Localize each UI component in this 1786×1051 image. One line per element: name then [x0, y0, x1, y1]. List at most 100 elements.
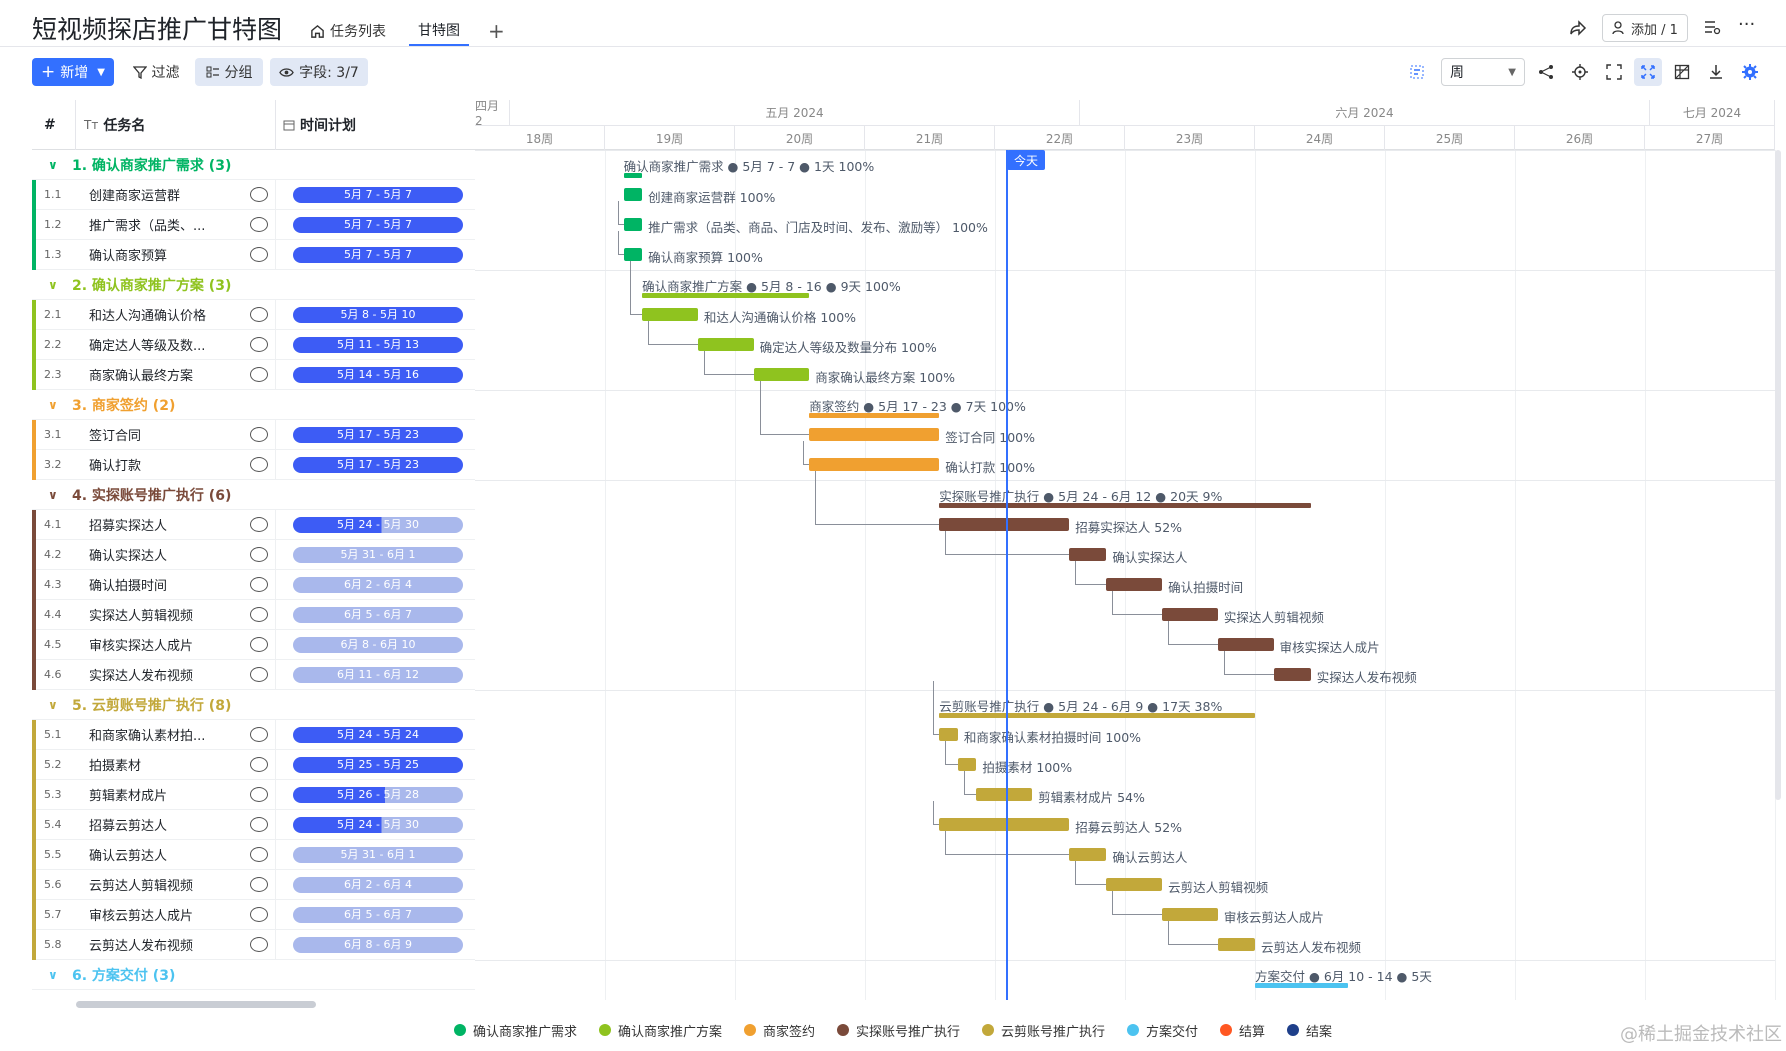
- schedule-pill[interactable]: 6月 2 - 6月 4: [293, 576, 463, 593]
- task-row[interactable]: 2.3 商家确认最终方案 5月 14 - 5月 16: [32, 360, 475, 390]
- task-row[interactable]: 4.6 实探达人发布视频 6月 11 - 6月 12: [32, 660, 475, 690]
- task-name[interactable]: 确定达人等级及数...: [89, 339, 206, 354]
- schedule-pill[interactable]: 6月 11 - 6月 12: [293, 666, 463, 683]
- schedule-pill[interactable]: 5月 7 - 5月 7: [293, 216, 463, 233]
- task-name[interactable]: 签订合同: [89, 429, 142, 444]
- comment-icon[interactable]: [250, 877, 268, 892]
- legend-item[interactable]: 结案: [1287, 1021, 1332, 1040]
- comment-icon[interactable]: [250, 517, 268, 532]
- task-row[interactable]: 4.5 审核实探达人成片 6月 8 - 6月 10: [32, 630, 475, 660]
- comment-icon[interactable]: [250, 247, 268, 262]
- task-bar[interactable]: [939, 818, 1070, 831]
- schedule-pill[interactable]: 5月 7 - 5月 7: [293, 246, 463, 263]
- task-bar[interactable]: [1217, 638, 1274, 651]
- schedule-pill[interactable]: 5月 31 - 6月 1: [293, 546, 463, 563]
- fit-icon[interactable]: [1600, 58, 1628, 86]
- task-name[interactable]: 确认拍摄时间: [89, 579, 168, 594]
- group-summary-bar[interactable]: [642, 293, 810, 298]
- task-name[interactable]: 推广需求（品类、...: [89, 219, 206, 234]
- tab-task-list[interactable]: 任务列表: [310, 16, 395, 46]
- task-name[interactable]: 实探达人发布视频: [89, 669, 194, 684]
- comment-icon[interactable]: [250, 307, 268, 322]
- legend-item[interactable]: 结算: [1220, 1021, 1265, 1040]
- task-name[interactable]: 招募云剪达人: [89, 819, 168, 834]
- task-name[interactable]: 确认实探达人: [89, 549, 168, 564]
- task-row[interactable]: 4.1 招募实探达人 5月 24 - 5月 30: [32, 510, 475, 540]
- comment-icon[interactable]: [250, 907, 268, 922]
- task-bar[interactable]: [697, 338, 754, 351]
- group-row[interactable]: ∨ 1. 确认商家推广需求 (3): [32, 150, 475, 180]
- schedule-pill[interactable]: 5月 31 - 6月 1: [293, 846, 463, 863]
- task-row[interactable]: 5.5 确认云剪达人 5月 31 - 6月 1: [32, 840, 475, 870]
- task-bar[interactable]: [623, 188, 643, 201]
- task-name[interactable]: 招募实探达人: [89, 519, 168, 534]
- group-row[interactable]: ∨ 3. 商家签约 (2): [32, 390, 475, 420]
- task-row[interactable]: 5.1 和商家确认素材拍... 5月 24 - 5月 24: [32, 720, 475, 750]
- group-summary-bar[interactable]: [809, 413, 940, 418]
- task-row[interactable]: 5.6 云剪达人剪辑视频 6月 2 - 6月 4: [32, 870, 475, 900]
- task-bar[interactable]: [1162, 608, 1218, 621]
- comment-icon[interactable]: [250, 547, 268, 562]
- schedule-pill[interactable]: 6月 5 - 6月 7: [293, 906, 463, 923]
- schedule-pill[interactable]: 5月 17 - 5月 23: [293, 456, 463, 473]
- comment-icon[interactable]: [250, 217, 268, 232]
- comment-icon[interactable]: [250, 667, 268, 682]
- schedule-pill[interactable]: 5月 24 - 5月 30: [293, 516, 463, 533]
- task-bar[interactable]: [1217, 938, 1255, 951]
- hide-grid-icon[interactable]: [1668, 58, 1696, 86]
- task-name[interactable]: 确认云剪达人: [89, 849, 168, 864]
- task-name[interactable]: 商家确认最终方案: [89, 369, 194, 384]
- group-summary-bar[interactable]: [939, 503, 1311, 508]
- task-row[interactable]: 4.2 确认实探达人 5月 31 - 6月 1: [32, 540, 475, 570]
- comment-icon[interactable]: [250, 727, 268, 742]
- task-row[interactable]: 2.2 确定达人等级及数... 5月 11 - 5月 13: [32, 330, 475, 360]
- task-name[interactable]: 云剪达人发布视频: [89, 939, 194, 954]
- fullscreen-icon[interactable]: [1634, 58, 1662, 86]
- task-bar[interactable]: [1162, 908, 1218, 921]
- legend-item[interactable]: 确认商家推广方案: [598, 1021, 722, 1040]
- schedule-pill[interactable]: 5月 17 - 5月 23: [293, 426, 463, 443]
- column-header-index[interactable]: #: [44, 117, 56, 133]
- task-bar[interactable]: [939, 728, 958, 741]
- locate-icon[interactable]: [1566, 58, 1594, 86]
- chevron-down-icon[interactable]: ∨: [48, 397, 58, 412]
- schedule-pill[interactable]: 6月 2 - 6月 4: [293, 876, 463, 893]
- task-row[interactable]: 3.2 确认打款 5月 17 - 5月 23: [32, 450, 475, 480]
- comment-icon[interactable]: [250, 817, 268, 832]
- task-bar[interactable]: [939, 518, 1070, 531]
- baseline-icon[interactable]: [1403, 58, 1431, 86]
- comment-icon[interactable]: [250, 607, 268, 622]
- task-row[interactable]: 1.3 确认商家预算 5月 7 - 5月 7: [32, 240, 475, 270]
- task-row[interactable]: 3.1 签订合同 5月 17 - 5月 23: [32, 420, 475, 450]
- task-bar[interactable]: [1069, 848, 1107, 861]
- task-row[interactable]: 5.7 审核云剪达人成片 6月 5 - 6月 7: [32, 900, 475, 930]
- task-name[interactable]: 确认打款: [89, 459, 142, 474]
- group-summary-bar[interactable]: [939, 713, 1255, 718]
- schedule-pill[interactable]: 5月 8 - 5月 10: [293, 306, 463, 323]
- schedule-pill[interactable]: 6月 8 - 6月 9: [293, 936, 463, 953]
- schedule-pill[interactable]: 5月 11 - 5月 13: [293, 336, 463, 353]
- schedule-pill[interactable]: 5月 24 - 5月 30: [293, 816, 463, 833]
- schedule-pill[interactable]: 6月 8 - 6月 10: [293, 636, 463, 653]
- comment-icon[interactable]: [250, 937, 268, 952]
- chevron-down-icon[interactable]: ∨: [48, 967, 58, 982]
- task-name[interactable]: 云剪达人剪辑视频: [89, 879, 194, 894]
- comment-icon[interactable]: [250, 757, 268, 772]
- group-row[interactable]: ∨ 2. 确认商家推广方案 (3): [32, 270, 475, 300]
- schedule-pill[interactable]: 5月 26 - 5月 28: [293, 786, 463, 803]
- add-tab-button[interactable]: +: [488, 19, 505, 43]
- column-header-schedule[interactable]: 时间计划: [283, 100, 356, 150]
- task-bar[interactable]: [976, 788, 1033, 801]
- group-row[interactable]: ∨ 4. 实探账号推广执行 (6): [32, 480, 475, 510]
- download-icon[interactable]: [1702, 58, 1730, 86]
- task-bar[interactable]: [1069, 548, 1107, 561]
- task-name[interactable]: 实探达人剪辑视频: [89, 609, 194, 624]
- column-header-task-name[interactable]: Tт 任务名: [84, 118, 146, 134]
- task-name[interactable]: 剪辑素材成片: [89, 789, 168, 804]
- schedule-pill[interactable]: 5月 24 - 5月 24: [293, 726, 463, 743]
- legend-item[interactable]: 商家签约: [743, 1021, 815, 1040]
- task-bar[interactable]: [1273, 668, 1311, 681]
- task-bar[interactable]: [753, 368, 810, 381]
- schedule-pill[interactable]: 6月 5 - 6月 7: [293, 606, 463, 623]
- chevron-down-icon[interactable]: ∨: [48, 277, 58, 292]
